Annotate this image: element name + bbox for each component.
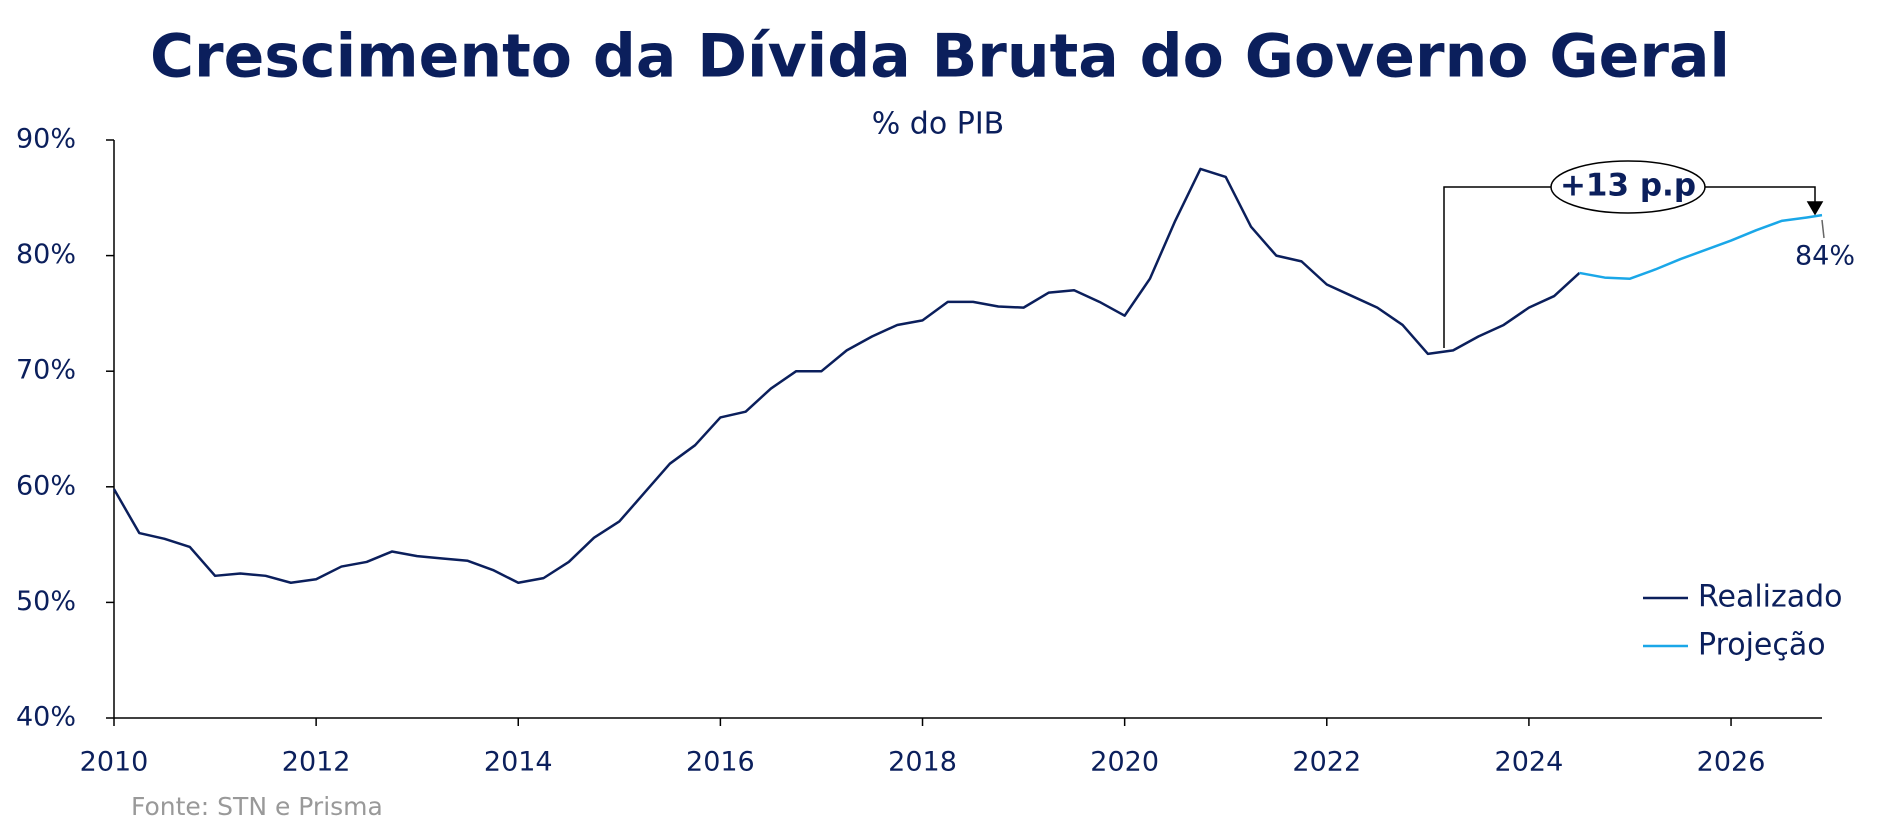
y-tick-label: 60% [16,470,76,501]
annotation: 84% [1795,241,1855,272]
x-tick-label: 2014 [484,747,553,778]
y-tick-label: 40% [16,702,76,733]
source: Fonte: STN e Prisma [131,792,383,821]
x-tick-label: 2010 [80,747,149,778]
x-tick-label: 2024 [1495,747,1564,778]
y-tick-label: 70% [16,355,76,386]
x-tick-label: 2016 [686,747,755,778]
line-series [112,167,1581,584]
legend-label: Realizado [1698,580,1843,615]
x-tick-label: 2018 [888,747,957,778]
x-tick-label: 2026 [1697,747,1766,778]
y-tick-label: 90% [16,124,76,155]
annotation: +13 p.p [1560,168,1696,204]
x-tick-label: 2022 [1292,747,1361,778]
x-tick-label: 2020 [1090,747,1159,778]
chart-subtitle: % do PIB [872,107,1005,142]
line-series [1579,213,1823,280]
y-tick-label: 80% [16,239,76,270]
annotation-bubble [1550,160,1706,214]
chart-title: Crescimento da Dívida Bruta do Governo G… [150,22,1730,92]
legend-label: Projeção [1698,628,1826,663]
annotation-bracket [1443,160,1825,348]
x-tick-label: 2012 [282,747,351,778]
y-tick-label: 50% [16,586,76,617]
arrow-head [1806,201,1824,216]
label-leader [1821,219,1825,239]
